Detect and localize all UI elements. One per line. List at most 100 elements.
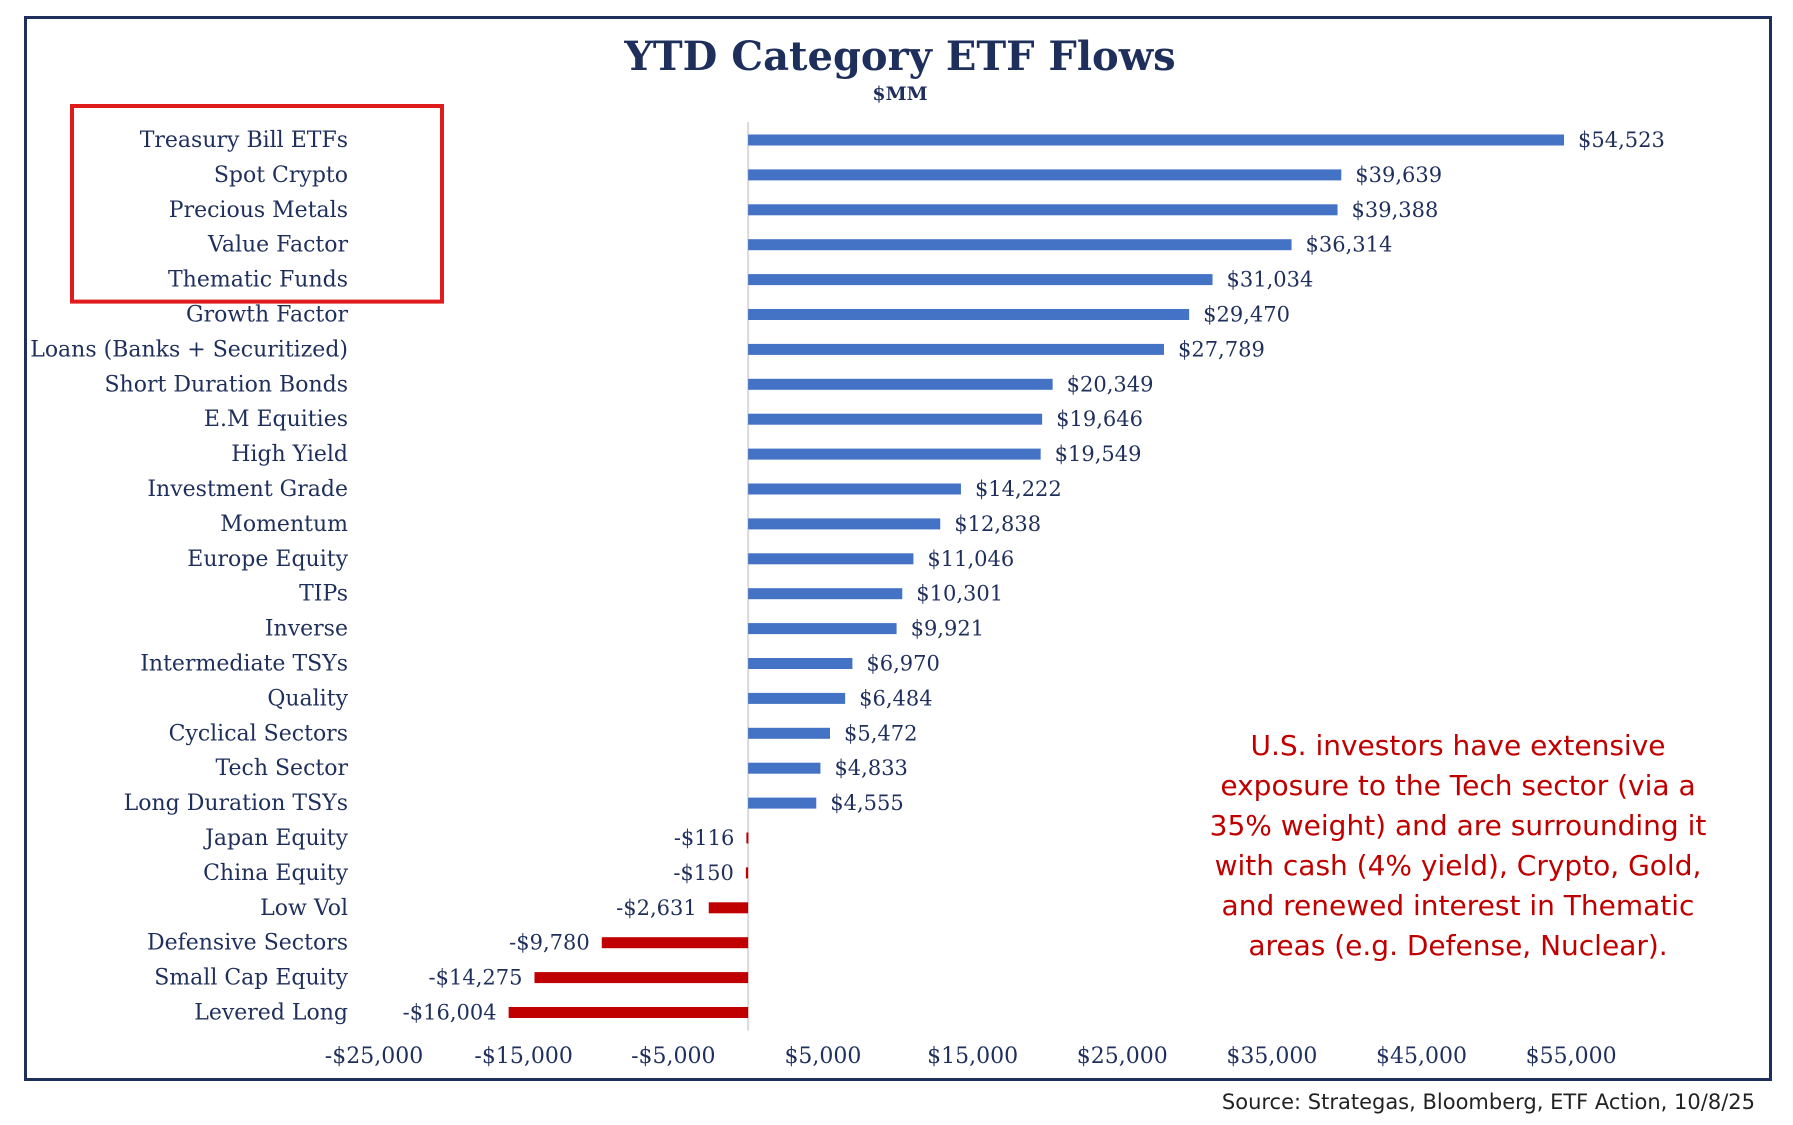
- bar: [748, 658, 853, 669]
- category-label: Treasury Bill ETFs: [140, 128, 348, 153]
- bar: [746, 832, 749, 844]
- data-label: $39,388: [1352, 198, 1439, 222]
- data-label: $19,549: [1055, 442, 1142, 466]
- category-label: Japan Equity: [203, 826, 348, 851]
- data-label: -$150: [673, 861, 734, 885]
- data-label: $31,034: [1227, 268, 1314, 292]
- category-label: Small Cap Equity: [154, 966, 348, 991]
- annotation-line: and renewed interest in Thematic: [1221, 889, 1695, 922]
- highlight-box: [70, 104, 444, 304]
- category-label: E.M Equities: [204, 407, 348, 432]
- data-label: $5,472: [844, 721, 917, 745]
- bar: [534, 972, 749, 984]
- category-label: High Yield: [231, 442, 348, 467]
- data-label: -$2,631: [616, 896, 697, 920]
- data-label: -$9,780: [509, 931, 590, 955]
- data-label: $6,970: [866, 652, 939, 676]
- category-label: Short Duration Bonds: [104, 372, 348, 397]
- category-label: Long Duration TSYs: [124, 791, 348, 816]
- bar: [748, 797, 817, 809]
- bar: [748, 623, 897, 635]
- data-label: -$116: [674, 826, 735, 850]
- annotation-line: U.S. investors have extensive: [1250, 729, 1666, 762]
- category-label: Inverse: [265, 617, 348, 642]
- bar: [748, 448, 1041, 460]
- x-tick-label: $55,000: [1526, 1044, 1617, 1069]
- data-label: $54,523: [1578, 128, 1665, 152]
- category-label: Tech Sector: [216, 756, 349, 781]
- bar: [748, 204, 1338, 216]
- bar: [748, 169, 1342, 181]
- data-label: $29,470: [1203, 303, 1290, 327]
- annotation-line: with cash (4% yield), Crypto, Gold,: [1214, 849, 1702, 882]
- data-label: $36,314: [1306, 233, 1393, 257]
- x-tick-label: $5,000: [784, 1044, 861, 1069]
- category-label: Momentum: [220, 512, 348, 537]
- data-label: $11,046: [927, 547, 1014, 571]
- data-label: $10,301: [916, 582, 1003, 606]
- x-tick-label: $35,000: [1226, 1044, 1317, 1069]
- annotation-line: areas (e.g. Defense, Nuclear).: [1248, 929, 1668, 962]
- bar: [748, 483, 961, 495]
- category-label: Intermediate TSYs: [140, 652, 348, 677]
- category-label: Quality: [267, 686, 348, 711]
- source-note: Source: Strategas, Bloomberg, ETF Action…: [1221, 1090, 1755, 1114]
- data-label: $9,921: [911, 617, 984, 641]
- data-label: $4,833: [834, 756, 907, 780]
- bar: [708, 902, 749, 914]
- bar: [748, 553, 914, 565]
- bar: [748, 343, 1164, 355]
- chart-subtitle: $MM: [872, 83, 927, 105]
- x-tick-label: $45,000: [1376, 1044, 1467, 1069]
- data-label: $39,639: [1355, 163, 1442, 187]
- x-tick-label: -$25,000: [325, 1044, 423, 1069]
- category-label: Europe Equity: [187, 547, 348, 572]
- x-tick-label: -$5,000: [631, 1044, 715, 1069]
- data-label: $12,838: [954, 512, 1041, 536]
- bar: [748, 762, 821, 774]
- category-label: TIPs: [299, 582, 348, 607]
- category-label: Defensive Sectors: [147, 931, 348, 956]
- annotation-line: 35% weight) and are surrounding it: [1209, 809, 1707, 842]
- bar: [748, 309, 1190, 320]
- bar: [745, 867, 749, 879]
- data-label: $14,222: [975, 477, 1062, 501]
- data-label: -$14,275: [429, 966, 523, 990]
- bar: [748, 588, 903, 600]
- annotation-line: exposure to the Tech sector (via a: [1220, 769, 1696, 802]
- bar: [748, 727, 831, 739]
- x-tick-label: $25,000: [1077, 1044, 1168, 1069]
- bar: [601, 937, 749, 949]
- category-label: Loans (Banks + Securitized): [30, 337, 348, 362]
- category-label: Cyclical Sectors: [169, 721, 348, 746]
- data-label: $19,646: [1056, 407, 1143, 431]
- category-label: China Equity: [203, 861, 349, 886]
- data-label: $20,349: [1067, 372, 1154, 396]
- data-label: -$16,004: [403, 1001, 497, 1025]
- bar: [748, 413, 1043, 425]
- category-label: Levered Long: [194, 1001, 348, 1026]
- bar: [508, 1007, 749, 1018]
- bar: [748, 378, 1053, 390]
- x-tick-label: $15,000: [927, 1044, 1018, 1069]
- bar: [748, 692, 846, 704]
- category-label: Investment Grade: [147, 477, 348, 502]
- category-label: Precious Metals: [169, 198, 348, 223]
- category-label: Spot Crypto: [214, 163, 348, 188]
- category-label: Value Factor: [207, 233, 348, 258]
- annotation-text: U.S. investors have extensive exposure t…: [1178, 726, 1738, 966]
- bar: [748, 239, 1292, 251]
- category-label: Growth Factor: [186, 303, 348, 328]
- bar: [748, 134, 1565, 146]
- x-tick-label: -$15,000: [474, 1044, 572, 1069]
- data-label: $4,555: [830, 791, 903, 815]
- bar: [748, 274, 1213, 286]
- data-label: $27,789: [1178, 337, 1265, 361]
- data-label: $6,484: [859, 686, 932, 710]
- chart-frame: [24, 16, 1772, 1081]
- category-label: Low Vol: [260, 896, 348, 921]
- chart-title: YTD Category ETF Flows: [623, 33, 1175, 80]
- category-label: Thematic Funds: [168, 268, 348, 293]
- bar: [748, 518, 941, 530]
